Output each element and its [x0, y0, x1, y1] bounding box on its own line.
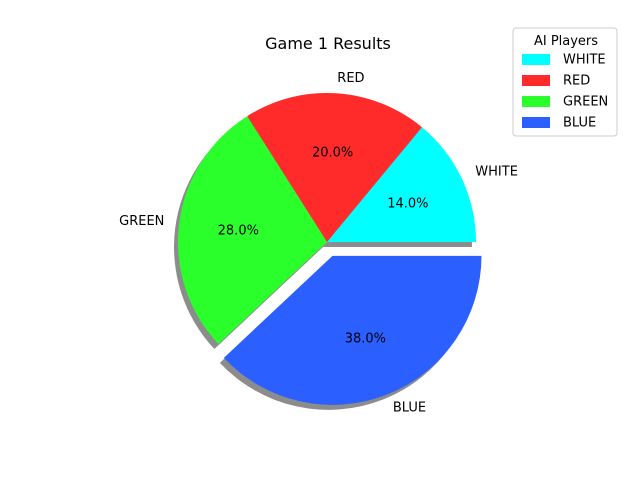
- legend-label-red: RED: [563, 74, 590, 89]
- legend-label-green: GREEN: [563, 95, 608, 110]
- slice-percent-red: 20.0%: [312, 145, 353, 160]
- legend-swatch-red: [522, 75, 550, 86]
- pie-slices: [178, 93, 482, 405]
- legend-swatch-blue: [522, 117, 550, 128]
- slice-percent-green: 28.0%: [218, 223, 259, 238]
- slice-label-red: RED: [337, 71, 364, 86]
- slice-percent-white: 14.0%: [387, 196, 428, 211]
- chart-title: Game 1 Results: [265, 34, 391, 53]
- slice-label-white: WHITE: [475, 165, 518, 180]
- legend-items: WHITE RED GREEN BLUE: [522, 53, 608, 131]
- slice-label-blue: BLUE: [393, 401, 426, 416]
- slice-labels: WHITE 14.0% RED 20.0% GREEN 28.0% BLUE 38.0%: [119, 71, 518, 416]
- pie-slice-white: [327, 127, 476, 242]
- legend-swatch-white: [522, 54, 550, 65]
- pie-slice-blue: [223, 255, 482, 405]
- legend-label-blue: BLUE: [563, 116, 596, 131]
- pie-slice-red: [247, 93, 422, 243]
- legend: AI Players WHITE RED GREEN BLUE: [512, 27, 618, 137]
- legend-swatch-green: [522, 96, 550, 107]
- legend-label-white: WHITE: [563, 53, 606, 68]
- slice-label-green: GREEN: [119, 214, 164, 229]
- slice-percent-blue: 38.0%: [345, 331, 386, 346]
- pie-slice-green: [178, 116, 327, 344]
- legend-title: AI Players: [534, 34, 598, 49]
